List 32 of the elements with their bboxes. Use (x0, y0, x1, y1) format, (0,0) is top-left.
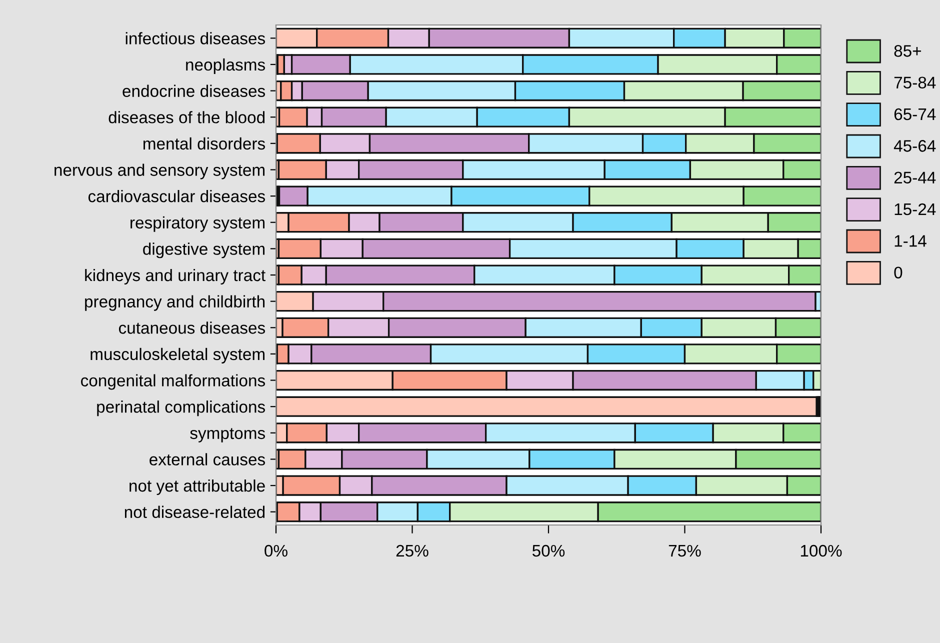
legend-label: 0 (894, 266, 902, 278)
legend-label: 65-74 (894, 108, 936, 120)
y-tick-label: infectious diseases (126, 32, 265, 44)
y-tick-label: external causes (150, 453, 265, 466)
y-tick-label: digestive system (143, 242, 264, 258)
y-tick-label: cutaneous diseases (118, 322, 265, 334)
y-tick-label: endocrine diseases (122, 84, 265, 97)
y-tick-label: pregnancy and childbirth (85, 295, 265, 311)
x-tick-label: 50% (532, 544, 565, 557)
y-tick-label: not yet attributable (130, 479, 265, 496)
y-tick-label: musculoskeletal system (90, 348, 264, 364)
y-tick-label: not disease-related (124, 506, 265, 518)
y-tick-label: diseases of the blood (108, 111, 265, 124)
legend-label: 75-84 (894, 76, 936, 88)
y-tick-label: mental disorders (143, 137, 265, 150)
legend-label: 25-44 (894, 172, 936, 184)
y-tick-label: respiratory system (130, 216, 264, 232)
y-tick-label: cardiovascular diseases (88, 190, 265, 202)
legend-label: 45-64 (894, 140, 936, 152)
legend-label: 15-24 (894, 203, 936, 216)
x-tick-label: 100% (800, 544, 842, 557)
y-tick-label: symptoms (190, 428, 265, 442)
y-tick-label: congenital malformations (81, 374, 265, 390)
x-tick-label: 0% (264, 544, 288, 557)
x-tick-label: 25% (396, 544, 428, 557)
y-tick-label: nervous and sensory system (54, 164, 264, 180)
x-tick-label: 75% (668, 544, 701, 557)
legend-label: 1-14 (894, 235, 926, 247)
y-tick-label: neoplasms (186, 58, 265, 74)
y-tick-label: kidneys and urinary tract (85, 268, 266, 284)
y-tick-label: perinatal complications (97, 400, 265, 416)
legend-label: 85+ (894, 45, 922, 57)
